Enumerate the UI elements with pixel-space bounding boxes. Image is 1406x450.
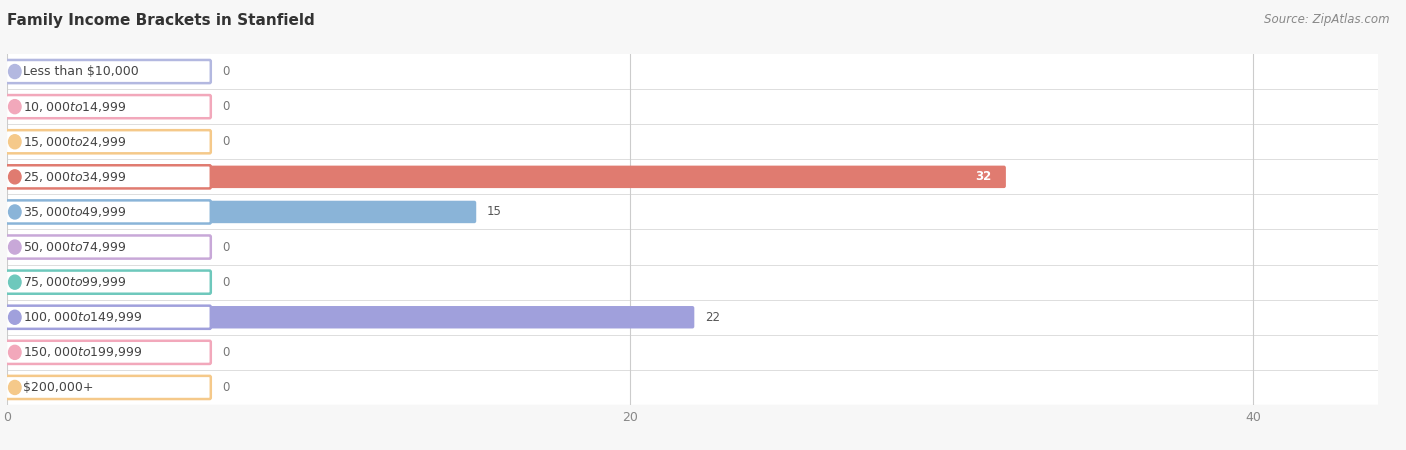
Text: 0: 0 — [222, 276, 229, 288]
Circle shape — [8, 275, 21, 289]
Text: 0: 0 — [222, 135, 229, 148]
FancyBboxPatch shape — [6, 200, 211, 224]
Circle shape — [8, 240, 21, 254]
FancyBboxPatch shape — [6, 130, 211, 153]
FancyBboxPatch shape — [6, 306, 695, 328]
Text: 15: 15 — [486, 206, 502, 218]
Circle shape — [8, 345, 21, 360]
FancyBboxPatch shape — [6, 95, 211, 118]
Circle shape — [8, 99, 21, 114]
Bar — [7, 54, 1378, 89]
Bar — [7, 89, 1378, 124]
FancyBboxPatch shape — [6, 201, 477, 223]
Bar — [7, 230, 1378, 265]
Text: $15,000 to $24,999: $15,000 to $24,999 — [24, 135, 127, 149]
Bar — [7, 159, 1378, 194]
Bar — [7, 335, 1378, 370]
Bar — [7, 300, 1378, 335]
Text: $150,000 to $199,999: $150,000 to $199,999 — [24, 345, 142, 360]
FancyBboxPatch shape — [6, 306, 211, 329]
Text: 0: 0 — [222, 381, 229, 394]
Bar — [7, 194, 1378, 230]
FancyBboxPatch shape — [6, 341, 211, 364]
Text: 32: 32 — [976, 171, 991, 183]
Text: $50,000 to $74,999: $50,000 to $74,999 — [24, 240, 127, 254]
Text: $25,000 to $34,999: $25,000 to $34,999 — [24, 170, 127, 184]
FancyBboxPatch shape — [6, 376, 211, 399]
Circle shape — [8, 380, 21, 395]
Circle shape — [8, 170, 21, 184]
FancyBboxPatch shape — [6, 166, 1005, 188]
Text: Source: ZipAtlas.com: Source: ZipAtlas.com — [1264, 14, 1389, 27]
Text: $200,000+: $200,000+ — [24, 381, 94, 394]
Text: 0: 0 — [222, 100, 229, 113]
Circle shape — [8, 135, 21, 149]
Text: $75,000 to $99,999: $75,000 to $99,999 — [24, 275, 127, 289]
Text: 0: 0 — [222, 241, 229, 253]
FancyBboxPatch shape — [6, 270, 211, 294]
Text: $10,000 to $14,999: $10,000 to $14,999 — [24, 99, 127, 114]
Text: Family Income Brackets in Stanfield: Family Income Brackets in Stanfield — [7, 14, 315, 28]
Circle shape — [8, 310, 21, 324]
Circle shape — [8, 64, 21, 79]
FancyBboxPatch shape — [6, 165, 211, 189]
Text: 0: 0 — [222, 346, 229, 359]
Bar — [7, 370, 1378, 405]
Text: 22: 22 — [704, 311, 720, 324]
Text: $100,000 to $149,999: $100,000 to $149,999 — [24, 310, 142, 324]
Bar — [7, 124, 1378, 159]
FancyBboxPatch shape — [6, 60, 211, 83]
Text: $35,000 to $49,999: $35,000 to $49,999 — [24, 205, 127, 219]
Text: 0: 0 — [222, 65, 229, 78]
Bar — [7, 265, 1378, 300]
Circle shape — [8, 205, 21, 219]
FancyBboxPatch shape — [6, 235, 211, 259]
Text: Less than $10,000: Less than $10,000 — [24, 65, 139, 78]
